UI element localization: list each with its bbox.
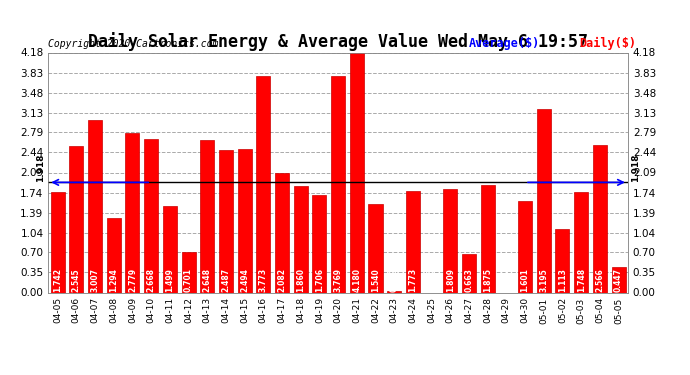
Text: 1.113: 1.113 [558,268,567,292]
Text: Average($): Average($) [469,36,540,50]
Bar [481,185,495,292]
Text: 1.748: 1.748 [577,268,586,292]
Text: 3.769: 3.769 [333,268,343,292]
Text: 1.601: 1.601 [520,268,529,292]
Text: 1.742: 1.742 [53,268,62,292]
Text: 3.195: 3.195 [540,268,549,292]
Text: 1.918: 1.918 [631,154,640,182]
Text: Daily($): Daily($) [580,36,637,50]
Bar [593,145,607,292]
Text: 0.000: 0.000 [427,268,436,292]
Bar [313,195,326,292]
Text: 0.020: 0.020 [390,268,399,292]
Text: 4.180: 4.180 [353,268,362,292]
Text: 1.540: 1.540 [371,268,380,292]
Text: Copyright 2020 Cartronics.com: Copyright 2020 Cartronics.com [48,39,219,49]
Bar [611,267,626,292]
Text: 2.545: 2.545 [72,268,81,292]
Bar [462,254,476,292]
Bar [181,252,195,292]
Bar [537,109,551,292]
Bar [443,189,457,292]
Bar [574,192,588,292]
Bar [555,229,569,292]
Text: 0.663: 0.663 [464,268,473,292]
Bar [107,218,121,292]
Bar [200,141,214,292]
Text: 1.773: 1.773 [408,268,417,292]
Text: 1.875: 1.875 [483,268,492,292]
Text: 2.668: 2.668 [147,268,156,292]
Bar [275,173,289,292]
Text: 1.706: 1.706 [315,268,324,292]
Bar [69,146,83,292]
Bar [219,150,233,292]
Text: 0.447: 0.447 [614,268,623,292]
Bar [406,191,420,292]
Text: 1.918: 1.918 [37,154,46,182]
Text: 2.487: 2.487 [221,268,230,292]
Text: 2.566: 2.566 [595,268,604,292]
Bar [144,140,158,292]
Text: 3.007: 3.007 [90,268,99,292]
Bar [88,120,102,292]
Text: 1.499: 1.499 [166,268,175,292]
Text: 2.494: 2.494 [240,268,249,292]
Text: 1.809: 1.809 [446,268,455,292]
Bar [331,76,345,292]
Text: 1.860: 1.860 [296,268,305,292]
Text: 2.779: 2.779 [128,268,137,292]
Text: 0.000: 0.000 [502,268,511,292]
Bar [237,149,252,292]
Text: 1.294: 1.294 [109,268,118,292]
Text: 0.701: 0.701 [184,268,193,292]
Bar [126,133,139,292]
Title: Daily Solar Energy & Average Value Wed May 6 19:57: Daily Solar Energy & Average Value Wed M… [88,32,588,51]
Bar [350,53,364,292]
Text: 2.082: 2.082 [277,268,286,292]
Text: 3.773: 3.773 [259,268,268,292]
Bar [163,206,177,292]
Bar [256,76,270,292]
Bar [50,192,65,292]
Bar [518,201,532,292]
Bar [368,204,382,292]
Bar [387,291,401,292]
Text: 2.648: 2.648 [203,268,212,292]
Bar [294,186,308,292]
